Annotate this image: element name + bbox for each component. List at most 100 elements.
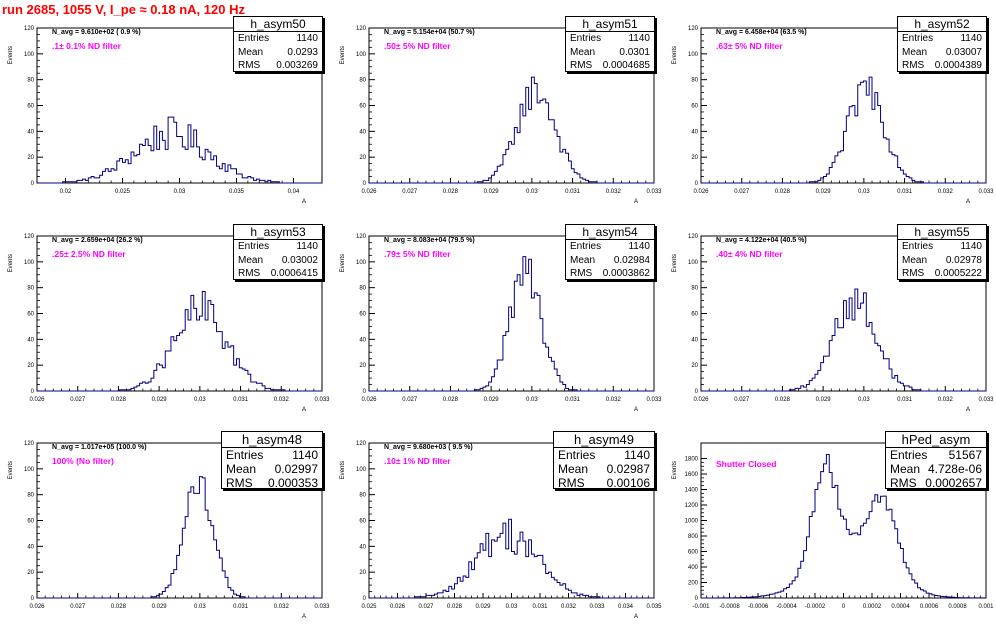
stats-row-rms: RMS 0.00106: [554, 476, 654, 490]
y-tick-label: 80: [691, 286, 698, 292]
histogram-name: hPed_asym: [886, 432, 986, 448]
x-axis-label: A: [966, 407, 970, 413]
x-tick-label: 0.035: [646, 604, 662, 610]
x-tick-label: 0.033: [646, 189, 662, 195]
x-tick-label: 0.03: [194, 604, 206, 610]
histogram-name: h_asym52: [898, 17, 986, 32]
navg-label: N_avg = 9.610e+02 ( 0.9 %): [52, 29, 141, 36]
stats-key: Mean: [238, 254, 264, 266]
x-tick-label: 0.03: [194, 397, 206, 403]
y-tick-label: 20: [359, 570, 366, 576]
stats-value: 0.02978: [945, 254, 982, 266]
x-tick-label: -0.001: [692, 604, 710, 610]
stats-key: Entries: [558, 448, 596, 462]
y-tick-label: 120: [24, 234, 35, 240]
y-tick-label: 60: [27, 519, 34, 525]
y-axis-label: Events: [8, 461, 14, 479]
y-tick-label: 1200: [685, 503, 699, 509]
y-tick-label: 40: [27, 544, 34, 550]
x-tick-label: 0.032: [561, 604, 577, 610]
histogram-line: [701, 288, 986, 392]
x-tick-label: 0.02: [60, 189, 72, 195]
x-tick-label: 0.029: [152, 604, 168, 610]
stats-row-rms: RMS 0.0002657: [886, 476, 986, 490]
stats-box: h_asym49 Entries 1140 Mean 0.02987 RMS 0.00106: [553, 431, 655, 490]
histogram-svg: 0.026 0.027 0.028 0.029 0.03 0.031 0.032 0.033 0…: [672, 26, 994, 205]
y-tick-label: 1600: [685, 472, 699, 478]
histogram-line: [37, 476, 322, 599]
y-axis-label: Events: [672, 461, 678, 479]
stats-value: 0.00106: [606, 476, 650, 490]
stats-value: 0.02987: [606, 462, 650, 476]
stats-key: Mean: [226, 462, 257, 476]
y-tick-label: 60: [691, 312, 698, 318]
x-tick-label: 0.027: [734, 397, 750, 403]
stats-row-rms: RMS 0.0003862: [566, 267, 654, 281]
histogram-svg: 0.025 0.026 0.027 0.028 0.029 0.03 0.031 0.032 0…: [340, 441, 662, 620]
y-tick-label: 40: [691, 337, 698, 343]
histogram-name: h_asym54: [566, 225, 654, 240]
stats-box: h_asym53 Entries 1140 Mean 0.03002 RMS 0.00064…: [233, 224, 323, 280]
x-tick-label: 0.029: [475, 604, 491, 610]
x-tick-label: 0.031: [897, 189, 913, 195]
stats-key: RMS: [902, 268, 925, 279]
stats-value: 1140: [628, 33, 650, 44]
x-tick-label: 0.028: [447, 604, 463, 610]
stats-value: 1140: [960, 241, 982, 252]
x-tick-label: 0.031: [897, 397, 913, 403]
histogram-panel-h-asym50: 0.02 0.025 0.03 0.035 0.04 0 20 40 60 80 100 120 Eve…: [0, 16, 332, 225]
y-tick-label: 0: [363, 596, 367, 602]
histogram-name: h_asym49: [554, 432, 654, 448]
navg-label: N_avg = 9.680e+03 ( 9.5 %): [384, 444, 473, 451]
histogram-panel-h-asym51: 0.026 0.027 0.028 0.029 0.03 0.031 0.032 0.033 0…: [332, 16, 664, 225]
stats-row-rms: RMS 0.0004389: [898, 59, 986, 73]
stats-row-mean: Mean 0.02984: [566, 254, 654, 268]
x-tick-label: 0.029: [484, 189, 500, 195]
x-tick-label: 0.033: [314, 397, 330, 403]
y-tick-label: 120: [356, 234, 367, 240]
y-tick-label: 100: [24, 260, 35, 266]
y-tick-label: 200: [688, 581, 699, 587]
x-tick-label: 0.032: [606, 397, 622, 403]
x-tick-label: 0.026: [693, 189, 709, 195]
y-axis-label: Events: [340, 461, 346, 479]
histogram-line: [369, 256, 654, 392]
histogram-panel-h-asym53: 0.026 0.027 0.028 0.029 0.03 0.031 0.032 0.033 0…: [0, 224, 332, 433]
histogram-line: [701, 76, 986, 184]
x-tick-label: 0.028: [111, 397, 127, 403]
x-tick-label: 0.025: [361, 604, 377, 610]
x-tick-label: 0.03: [858, 397, 870, 403]
y-tick-label: 60: [359, 104, 366, 110]
histogram-name: h_asym53: [234, 225, 322, 240]
y-tick-label: 20: [359, 363, 366, 369]
stats-value: 0.000353: [267, 476, 318, 490]
filter-label: 100% (No filter): [52, 456, 114, 466]
histogram-svg: 0.026 0.027 0.028 0.029 0.03 0.031 0.032 0.033 0…: [8, 234, 330, 413]
y-tick-label: 40: [359, 544, 366, 550]
stats-key: RMS: [226, 476, 253, 490]
stats-key: Entries: [238, 33, 270, 44]
y-tick-label: 100: [688, 260, 699, 266]
y-tick-label: 40: [359, 129, 366, 135]
x-tick-label: 0.026: [390, 604, 406, 610]
stats-box: h_asym48 Entries 1140 Mean 0.02997 RMS 0.00035…: [221, 431, 323, 490]
y-tick-label: 100: [688, 52, 699, 58]
x-tick-label: 0.029: [484, 397, 500, 403]
x-tick-label: 0.028: [775, 397, 791, 403]
histogram-svg: 0.026 0.027 0.028 0.029 0.03 0.031 0.032 0.033 0…: [8, 441, 330, 620]
stats-key: RMS: [238, 268, 261, 279]
stats-key: Entries: [902, 33, 934, 44]
histogram-svg: 0.02 0.025 0.03 0.035 0.04 0 20 40 60 80 100 120 Eve…: [8, 26, 323, 205]
filter-label: .50± 5% ND filter: [384, 41, 451, 51]
histogram-name: h_asym55: [898, 225, 986, 240]
x-tick-label: 0.033: [978, 189, 994, 195]
stats-key: RMS: [570, 268, 593, 279]
filter-label: .1± 0.1% ND filter: [52, 41, 122, 51]
stats-row-rms: RMS 0.0006415: [234, 267, 322, 281]
y-tick-label: 120: [24, 441, 35, 447]
filter-label: .25± 2.5% ND filter: [52, 249, 126, 259]
y-tick-label: 0: [31, 389, 35, 395]
x-tick-label: 0.031: [532, 604, 548, 610]
stats-key: RMS: [238, 60, 261, 71]
stats-value: 1140: [624, 448, 650, 462]
